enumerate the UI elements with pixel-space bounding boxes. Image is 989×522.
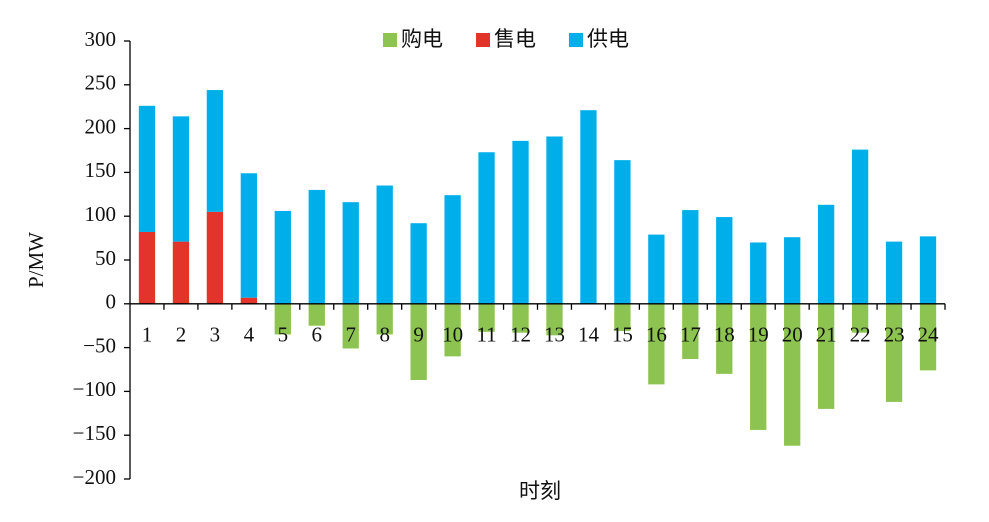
x-axis-title: 时刻 — [519, 479, 561, 503]
bar — [342, 202, 359, 304]
bar — [580, 110, 597, 304]
bar — [851, 149, 869, 304]
x-tick-label: 7 — [345, 323, 356, 347]
bar — [376, 185, 393, 304]
y-tick-label: 200 — [85, 114, 117, 138]
x-tick-label: 24 — [918, 323, 940, 347]
bar — [716, 217, 733, 304]
bar — [716, 303, 733, 374]
bar — [206, 90, 224, 212]
bar — [410, 303, 427, 381]
x-tick-label: 4 — [244, 323, 255, 347]
y-tick-label: 50 — [95, 246, 116, 270]
bar — [342, 303, 359, 349]
legend-label: 售电 — [494, 27, 536, 51]
bar — [512, 303, 529, 333]
bar — [138, 105, 156, 232]
legend-label: 购电 — [401, 27, 443, 51]
bar — [308, 189, 325, 304]
bar — [885, 303, 903, 402]
bar — [614, 303, 631, 331]
x-tick-label: 2 — [176, 323, 187, 347]
y-tick-label: −50 — [83, 333, 116, 357]
legend-label: 供电 — [587, 27, 629, 51]
bar — [648, 234, 665, 304]
x-tick-label: 20 — [782, 323, 803, 347]
bar — [682, 303, 699, 359]
bar — [919, 303, 937, 371]
bar — [444, 303, 461, 357]
y-tick-label: 100 — [85, 202, 117, 226]
bar — [410, 223, 427, 304]
bar — [546, 136, 563, 304]
x-tick-label: 15 — [612, 323, 633, 347]
x-tick-label: 9 — [413, 323, 424, 347]
bar — [206, 211, 224, 304]
y-tick-label: −200 — [73, 465, 116, 489]
x-tick-label: 6 — [312, 323, 323, 347]
bar — [919, 236, 937, 304]
x-tick-label: 17 — [680, 323, 701, 347]
x-tick-label: 18 — [714, 323, 735, 347]
bar — [478, 303, 495, 332]
legend-swatch — [383, 33, 397, 47]
x-tick-label: 22 — [850, 323, 871, 347]
bar — [851, 303, 869, 333]
bar — [138, 231, 156, 304]
y-tick-label: −100 — [73, 377, 116, 401]
bar — [444, 195, 461, 304]
bar — [750, 303, 767, 430]
x-tick-label: 14 — [578, 323, 600, 347]
y-axis-title: P/MW — [24, 232, 48, 288]
bar — [682, 210, 699, 304]
y-tick-label: 0 — [106, 290, 117, 314]
bar — [648, 303, 665, 385]
bar — [274, 303, 291, 335]
legend-swatch — [476, 33, 490, 47]
x-tick-label: 23 — [884, 323, 905, 347]
y-tick-label: 150 — [85, 158, 117, 182]
y-tick-label: 300 — [85, 27, 117, 51]
legend-swatch — [569, 33, 583, 47]
bar — [512, 140, 529, 304]
bar — [750, 242, 767, 304]
bar — [240, 173, 258, 298]
y-tick-label: 250 — [85, 71, 117, 95]
bar — [546, 303, 563, 336]
bar — [172, 116, 190, 242]
x-tick-label: 16 — [646, 323, 667, 347]
x-tick-label: 8 — [379, 323, 390, 347]
x-tick-label: 10 — [442, 323, 463, 347]
bar — [885, 241, 903, 304]
bar — [614, 160, 631, 304]
bar — [817, 204, 835, 304]
bar — [240, 297, 258, 304]
bar — [308, 303, 325, 326]
x-tick-label: 1 — [142, 323, 153, 347]
bar — [274, 210, 291, 304]
x-tick-label: 5 — [278, 323, 289, 347]
bar — [376, 303, 393, 335]
bar — [478, 152, 495, 304]
x-tick-label: 12 — [510, 323, 531, 347]
bar — [784, 303, 801, 446]
x-tick-label: 13 — [544, 323, 565, 347]
bar — [784, 237, 801, 304]
bar — [172, 241, 190, 304]
x-tick-label: 3 — [210, 323, 221, 347]
x-tick-label: 11 — [476, 323, 496, 347]
x-tick-label: 19 — [748, 323, 769, 347]
bar — [817, 303, 835, 409]
x-tick-label: 21 — [816, 323, 837, 347]
y-tick-label: −150 — [73, 421, 116, 445]
